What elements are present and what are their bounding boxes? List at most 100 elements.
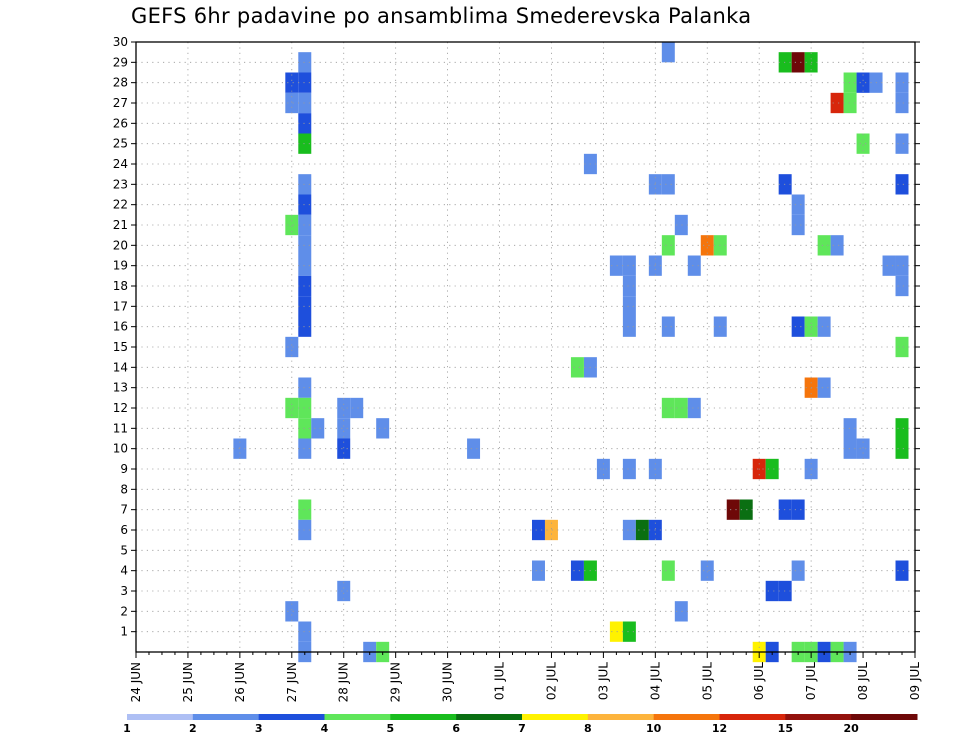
heatmap-cell xyxy=(298,174,312,195)
heatmap-cell xyxy=(285,336,299,358)
heatmap-cell xyxy=(674,397,688,419)
heatmap-cell xyxy=(337,397,351,419)
heatmap-cell xyxy=(843,72,857,93)
heatmap-cell xyxy=(895,174,909,195)
heatmap-cell xyxy=(791,194,805,215)
heatmap-cell xyxy=(882,255,896,276)
heatmap-cell xyxy=(337,438,351,459)
legend-swatch xyxy=(851,714,918,720)
heatmap-cell xyxy=(661,560,675,581)
heatmap-cell xyxy=(843,92,857,114)
heatmap-cell xyxy=(674,601,688,622)
y-tick-label: 30 xyxy=(113,35,128,49)
heatmap-cell xyxy=(285,601,299,622)
heatmap-cell xyxy=(726,499,740,520)
y-tick-label: 16 xyxy=(113,320,128,334)
y-tick-label: 6 xyxy=(120,523,128,537)
heatmap-cell xyxy=(661,316,675,337)
legend-swatch xyxy=(522,714,589,720)
heatmap-cell xyxy=(467,438,481,459)
heatmap-cell xyxy=(661,397,675,419)
legend-label: 15 xyxy=(778,722,793,735)
y-tick-label: 7 xyxy=(120,503,128,517)
y-tick-label: 11 xyxy=(113,421,128,435)
heatmap-cell xyxy=(298,235,312,256)
heatmap-cell xyxy=(285,72,299,93)
y-tick-label: 22 xyxy=(113,198,128,212)
x-tick-label: 05 JUL xyxy=(700,662,714,700)
legend-label: 12 xyxy=(712,722,727,735)
y-tick-label: 29 xyxy=(113,55,128,69)
heatmap-cell xyxy=(856,133,870,154)
heatmap-cell xyxy=(856,438,870,459)
x-tick-label: 01 JUL xyxy=(493,662,507,700)
x-tick-label: 02 JUL xyxy=(544,662,558,700)
x-tick-label: 28 JUN xyxy=(337,662,351,702)
legend: 1 2 3 4 5 6 7 8 10 12 15 20 xyxy=(123,714,918,735)
y-tick-label: 1 xyxy=(120,625,128,639)
legend-label: 2 xyxy=(189,722,197,735)
legend-swatch xyxy=(324,714,391,720)
legend-label: 4 xyxy=(321,722,329,735)
heatmap-cell xyxy=(843,438,857,459)
y-tick-label: 24 xyxy=(113,157,128,171)
heatmap-cell xyxy=(791,214,805,236)
y-tick-label: 4 xyxy=(120,564,128,578)
legend-swatch xyxy=(719,714,786,720)
y-tick-label: 27 xyxy=(113,96,128,110)
y-tick-label: 20 xyxy=(113,238,128,252)
heatmap-cell xyxy=(765,580,779,602)
plot-frame xyxy=(135,41,916,653)
heatmap-cell xyxy=(895,275,909,297)
y-tick-label: 9 xyxy=(120,462,128,476)
heatmap-cell xyxy=(622,296,636,317)
y-tick-label: 28 xyxy=(113,76,128,90)
x-tick-label: 27 JUN xyxy=(285,662,299,702)
heatmap-cell xyxy=(298,92,312,114)
legend-swatch xyxy=(653,714,720,720)
legend-label: 20 xyxy=(844,722,860,735)
legend-label: 1 xyxy=(123,722,131,735)
heatmap-cell xyxy=(895,92,909,114)
heatmap-cell xyxy=(285,397,299,419)
y-tick-label: 13 xyxy=(113,381,128,395)
heatmap-cell xyxy=(298,397,312,419)
heatmap-cell xyxy=(895,255,909,276)
heatmap-cell xyxy=(791,52,805,73)
y-tick-label: 3 xyxy=(120,584,128,598)
heatmap-cell xyxy=(298,133,312,154)
y-tick-label: 19 xyxy=(113,259,128,273)
heatmap-cell xyxy=(895,336,909,358)
x-tick-label: 30 JUN xyxy=(441,662,455,702)
heatmap-cell xyxy=(817,316,831,337)
heatmap-cell xyxy=(895,72,909,93)
legend-swatch xyxy=(456,714,523,720)
heatmap-cell xyxy=(674,214,688,236)
heatmap-cell xyxy=(298,275,312,297)
grid-lines xyxy=(135,41,916,652)
heatmap-cell xyxy=(791,560,805,581)
heatmap-cell xyxy=(298,519,312,541)
legend-swatch xyxy=(587,714,655,720)
legend-label: 3 xyxy=(255,722,263,735)
legend-label: 6 xyxy=(452,722,460,735)
heatmap-cell xyxy=(285,214,299,236)
axis-ticks: 1234567891011121314151617181920212223242… xyxy=(113,35,922,702)
heatmap-cell xyxy=(765,458,779,480)
heatmap-cell xyxy=(622,621,636,642)
x-tick-label: 09 JUL xyxy=(908,662,922,700)
heatmap-cell xyxy=(311,418,325,439)
heatmap-cells xyxy=(233,42,909,663)
heatmap-cell xyxy=(830,92,844,114)
x-tick-label: 07 JUL xyxy=(804,662,818,700)
y-tick-label: 12 xyxy=(113,401,128,415)
heatmap-cell xyxy=(609,255,623,276)
heatmap-cell xyxy=(298,214,312,236)
heatmap-cell xyxy=(661,42,675,63)
heatmap-cell xyxy=(298,52,312,73)
heatmap-cell xyxy=(622,316,636,337)
x-tick-label: 04 JUL xyxy=(648,662,662,700)
legend-label: 10 xyxy=(646,722,662,735)
heatmap-cell xyxy=(895,133,909,154)
